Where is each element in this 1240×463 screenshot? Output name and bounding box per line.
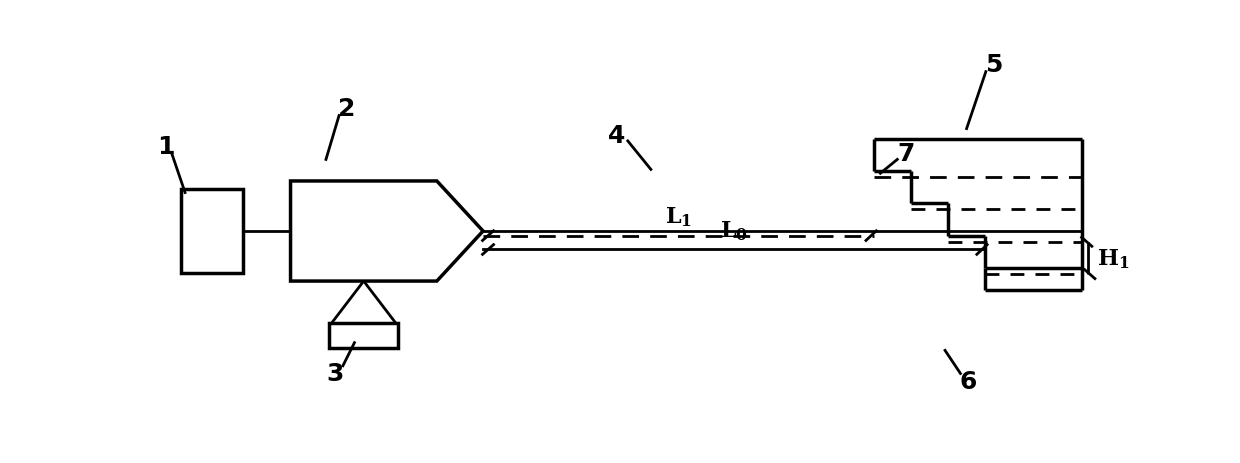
Text: 1: 1 — [157, 135, 175, 159]
Polygon shape — [290, 181, 484, 282]
Text: $\mathregular{H_1}$: $\mathregular{H_1}$ — [1097, 247, 1130, 270]
Bar — [181, 189, 243, 274]
Bar — [329, 324, 398, 348]
Text: 6: 6 — [960, 369, 977, 393]
Text: $\mathregular{L_1}$: $\mathregular{L_1}$ — [665, 205, 692, 228]
Text: 3: 3 — [326, 362, 343, 386]
Text: 7: 7 — [898, 142, 915, 166]
Text: 4: 4 — [608, 124, 625, 147]
Text: $\mathregular{L_0}$: $\mathregular{L_0}$ — [720, 219, 748, 242]
Text: 5: 5 — [985, 53, 1002, 77]
Text: 2: 2 — [339, 97, 356, 120]
